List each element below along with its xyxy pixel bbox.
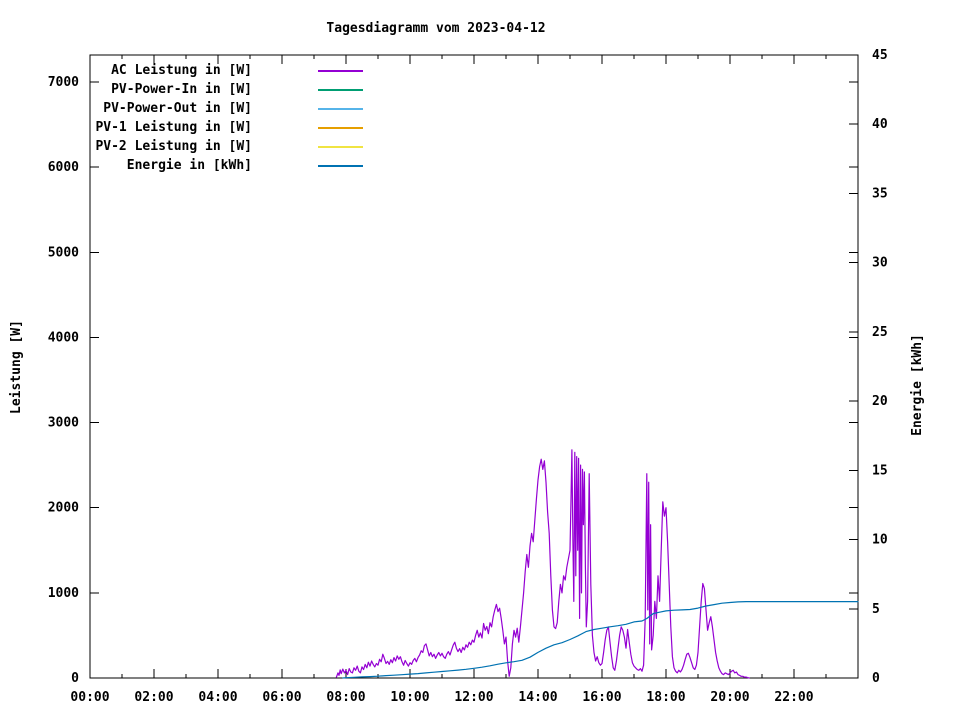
svg-text:18:00: 18:00 <box>646 690 685 705</box>
legend-label: Energie in [kWh] <box>126 158 252 173</box>
legend-line-sample <box>318 146 363 148</box>
svg-text:16:00: 16:00 <box>582 690 621 705</box>
axis-ticks <box>89 54 858 679</box>
legend-label: PV-Power-Out in [W] <box>103 101 252 116</box>
legend-label: PV-2 Leistung in [W] <box>95 139 252 154</box>
legend-line-sample <box>318 89 363 91</box>
svg-text:10:00: 10:00 <box>390 690 429 705</box>
legend-label: PV-1 Leistung in [W] <box>95 120 252 135</box>
right-axis-tick-labels: 0 5 10 15 20 25 30 35 40 45 <box>872 48 888 686</box>
svg-text:14:00: 14:00 <box>518 690 557 705</box>
svg-text:22:00: 22:00 <box>774 690 813 705</box>
legend-label: AC Leistung in [W] <box>111 63 252 78</box>
svg-text:7000: 7000 <box>48 75 79 90</box>
svg-text:04:00: 04:00 <box>198 690 237 705</box>
svg-text:10: 10 <box>872 533 888 548</box>
svg-text:45: 45 <box>872 48 888 63</box>
legend-line-sample <box>318 108 363 110</box>
left-axis-title: Leistung [W] <box>9 320 24 414</box>
chart-title: Tagesdiagramm vom 2023-04-12 <box>326 21 546 36</box>
legend-label: PV-Power-In in [W] <box>111 82 252 97</box>
svg-text:3000: 3000 <box>48 416 79 431</box>
series-line-energie-in-kwh <box>342 600 859 679</box>
svg-text:1000: 1000 <box>48 586 79 601</box>
right-axis-title: Energie [kWh] <box>910 334 925 436</box>
svg-text:0: 0 <box>872 671 880 686</box>
svg-text:2000: 2000 <box>48 501 79 516</box>
svg-text:20: 20 <box>872 394 888 409</box>
svg-text:06:00: 06:00 <box>262 690 301 705</box>
svg-text:5000: 5000 <box>48 245 79 260</box>
svg-text:5: 5 <box>872 602 880 617</box>
svg-text:40: 40 <box>872 117 888 132</box>
svg-text:12:00: 12:00 <box>454 690 493 705</box>
svg-text:15: 15 <box>872 463 888 478</box>
svg-text:08:00: 08:00 <box>326 690 365 705</box>
svg-text:30: 30 <box>872 256 888 271</box>
svg-text:6000: 6000 <box>48 160 79 175</box>
x-axis-tick-labels: 00:00 02:00 04:00 06:00 08:00 10:00 12:00 14:00… <box>70 690 813 705</box>
svg-text:35: 35 <box>872 186 888 201</box>
svg-text:20:00: 20:00 <box>710 690 749 705</box>
svg-text:00:00: 00:00 <box>70 690 109 705</box>
svg-text:25: 25 <box>872 325 888 340</box>
series-line-ac-leistung-in-w <box>335 449 750 679</box>
left-axis-tick-labels: 0 1000 2000 3000 4000 5000 6000 7000 <box>48 75 79 686</box>
legend-line-sample <box>318 127 363 129</box>
svg-text:4000: 4000 <box>48 330 79 345</box>
svg-text:0: 0 <box>71 671 79 686</box>
legend-line-sample <box>318 70 363 72</box>
legend-line-sample <box>318 165 363 167</box>
svg-text:02:00: 02:00 <box>134 690 173 705</box>
series-lines <box>335 449 859 679</box>
